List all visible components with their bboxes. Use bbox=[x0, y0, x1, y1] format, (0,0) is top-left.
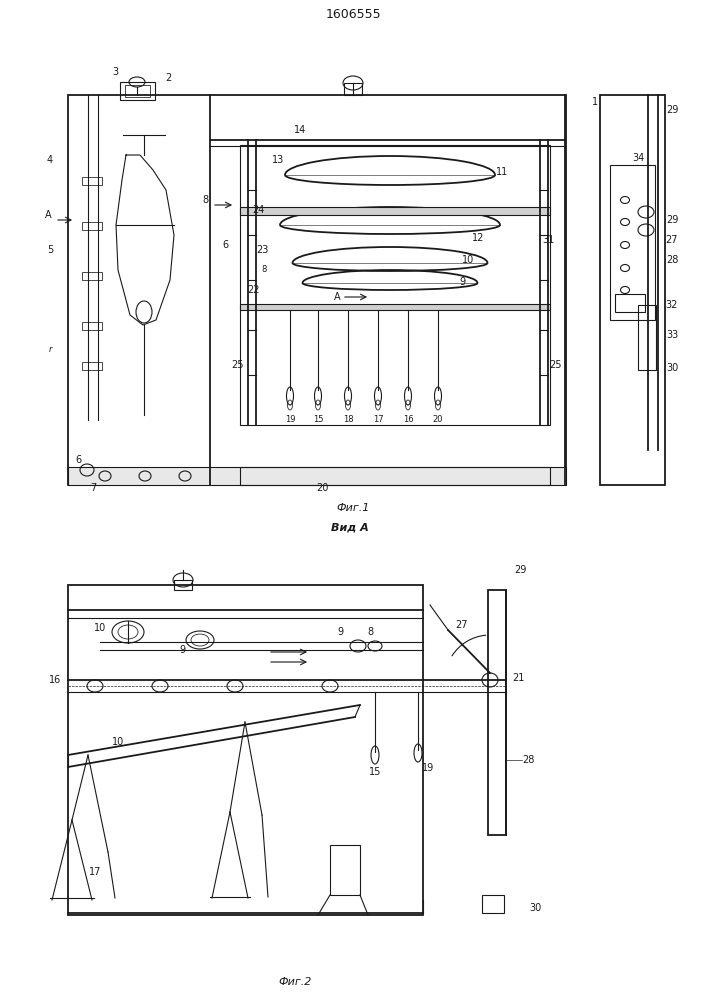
Bar bbox=[488, 590, 506, 835]
Bar bbox=[82, 362, 102, 370]
Bar bbox=[600, 95, 665, 485]
Text: 10: 10 bbox=[112, 737, 124, 747]
Text: 29: 29 bbox=[666, 105, 678, 115]
Bar bbox=[610, 165, 655, 320]
Text: 32: 32 bbox=[666, 300, 678, 310]
Text: 20: 20 bbox=[433, 416, 443, 424]
Text: 34: 34 bbox=[632, 153, 644, 163]
Text: 2: 2 bbox=[165, 73, 171, 83]
Text: Фиг.2: Фиг.2 bbox=[279, 977, 312, 987]
Bar bbox=[330, 845, 360, 895]
Bar bbox=[240, 467, 550, 485]
Text: 9: 9 bbox=[179, 645, 185, 655]
Bar bbox=[82, 222, 102, 230]
Text: 14: 14 bbox=[294, 125, 306, 135]
Text: 21: 21 bbox=[512, 673, 524, 683]
Bar bbox=[120, 82, 155, 100]
Text: 29: 29 bbox=[666, 215, 678, 225]
Bar bbox=[68, 585, 423, 915]
Text: 12: 12 bbox=[472, 233, 484, 243]
Text: 27: 27 bbox=[456, 620, 468, 630]
Text: 30: 30 bbox=[666, 363, 678, 373]
Bar bbox=[638, 305, 656, 370]
Text: 15: 15 bbox=[369, 767, 381, 777]
Bar bbox=[240, 145, 550, 425]
Text: 17: 17 bbox=[373, 416, 383, 424]
Text: 6: 6 bbox=[75, 455, 81, 465]
Text: 29: 29 bbox=[514, 565, 526, 575]
Text: 5: 5 bbox=[47, 245, 53, 255]
Text: 20: 20 bbox=[316, 483, 328, 493]
Bar bbox=[82, 177, 102, 185]
Text: 25: 25 bbox=[549, 360, 561, 370]
Bar bbox=[344, 83, 362, 95]
Text: Вид A: Вид A bbox=[331, 523, 369, 533]
Text: 28: 28 bbox=[522, 755, 534, 765]
Text: A: A bbox=[45, 210, 52, 220]
Bar bbox=[82, 272, 102, 280]
Text: 16: 16 bbox=[49, 675, 61, 685]
Bar bbox=[68, 95, 566, 485]
Bar bbox=[482, 895, 504, 913]
Text: 7: 7 bbox=[90, 483, 96, 493]
Text: 17: 17 bbox=[89, 867, 101, 877]
Text: 31: 31 bbox=[542, 235, 554, 245]
Bar bbox=[615, 294, 645, 312]
Bar bbox=[82, 322, 102, 330]
Text: 19: 19 bbox=[285, 416, 296, 424]
Text: 10: 10 bbox=[94, 623, 106, 633]
Text: 19: 19 bbox=[422, 763, 434, 773]
Text: 33: 33 bbox=[666, 330, 678, 340]
Text: 11: 11 bbox=[496, 167, 508, 177]
Text: 8: 8 bbox=[262, 265, 267, 274]
Text: 24: 24 bbox=[252, 205, 264, 215]
Text: 8: 8 bbox=[367, 627, 373, 637]
Text: 4: 4 bbox=[47, 155, 53, 165]
Text: 1: 1 bbox=[592, 97, 598, 107]
Text: 10: 10 bbox=[462, 255, 474, 265]
Text: 3: 3 bbox=[112, 67, 118, 77]
Text: A: A bbox=[334, 292, 340, 302]
Bar bbox=[240, 304, 550, 310]
Text: 27: 27 bbox=[666, 235, 678, 245]
Text: 9: 9 bbox=[459, 277, 465, 287]
Bar bbox=[68, 467, 566, 485]
Text: 25: 25 bbox=[232, 360, 244, 370]
Bar bbox=[125, 85, 150, 97]
Text: Фиг.1: Фиг.1 bbox=[337, 503, 370, 513]
Text: 15: 15 bbox=[312, 416, 323, 424]
Text: 28: 28 bbox=[666, 255, 678, 265]
Text: 22: 22 bbox=[247, 285, 259, 295]
Bar bbox=[174, 580, 192, 590]
Text: 18: 18 bbox=[343, 416, 354, 424]
Text: 9: 9 bbox=[337, 627, 343, 637]
Text: r: r bbox=[48, 346, 52, 355]
Text: 1606555: 1606555 bbox=[325, 7, 381, 20]
Text: 16: 16 bbox=[403, 416, 414, 424]
Text: 13: 13 bbox=[272, 155, 284, 165]
Text: 8: 8 bbox=[202, 195, 208, 205]
Text: 23: 23 bbox=[256, 245, 268, 255]
Text: 30: 30 bbox=[529, 903, 541, 913]
Text: 6: 6 bbox=[222, 240, 228, 250]
Bar bbox=[240, 207, 550, 215]
